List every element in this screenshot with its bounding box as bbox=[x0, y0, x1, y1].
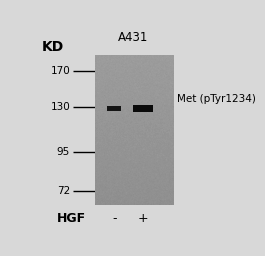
Text: A431: A431 bbox=[118, 30, 148, 44]
Text: KD: KD bbox=[41, 40, 64, 54]
Text: +: + bbox=[138, 212, 148, 226]
Text: 72: 72 bbox=[57, 186, 70, 196]
Text: 170: 170 bbox=[50, 66, 70, 76]
Text: Met (pTyr1234): Met (pTyr1234) bbox=[177, 94, 256, 104]
Text: 130: 130 bbox=[50, 102, 70, 112]
Text: 95: 95 bbox=[57, 147, 70, 157]
Text: HGF: HGF bbox=[57, 212, 86, 226]
Text: -: - bbox=[112, 212, 117, 226]
